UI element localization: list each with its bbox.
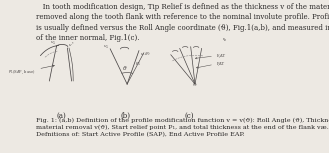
Text: (b): (b) [120, 112, 130, 120]
Text: $v_1$: $v_1$ [50, 40, 56, 47]
Text: (c): (c) [185, 112, 194, 120]
Text: $v(\vartheta)$: $v(\vartheta)$ [140, 50, 150, 57]
Text: (a): (a) [56, 112, 66, 120]
Text: $P_1$: $P_1$ [135, 61, 141, 68]
Text: O: O [193, 83, 197, 87]
Text: $P_1$(SAP, base): $P_1$(SAP, base) [8, 65, 54, 76]
Text: $v_1$: $v_1$ [103, 43, 109, 51]
Text: Fig. 1: (a,b) Definition of the profile modification function v = v(ϑ): Roll Ang: Fig. 1: (a,b) Definition of the profile … [36, 118, 329, 137]
Text: In tooth modification design, Tip Relief is defined as the thickness v of the ma: In tooth modification design, Tip Relief… [36, 3, 329, 42]
Text: P,AT: P,AT [196, 61, 225, 68]
Text: $v^*$: $v^*$ [68, 41, 75, 50]
Text: E,AT: E,AT [195, 53, 226, 59]
Text: $\vartheta$: $\vartheta$ [121, 64, 127, 72]
Text: $r_b$: $r_b$ [222, 37, 227, 44]
